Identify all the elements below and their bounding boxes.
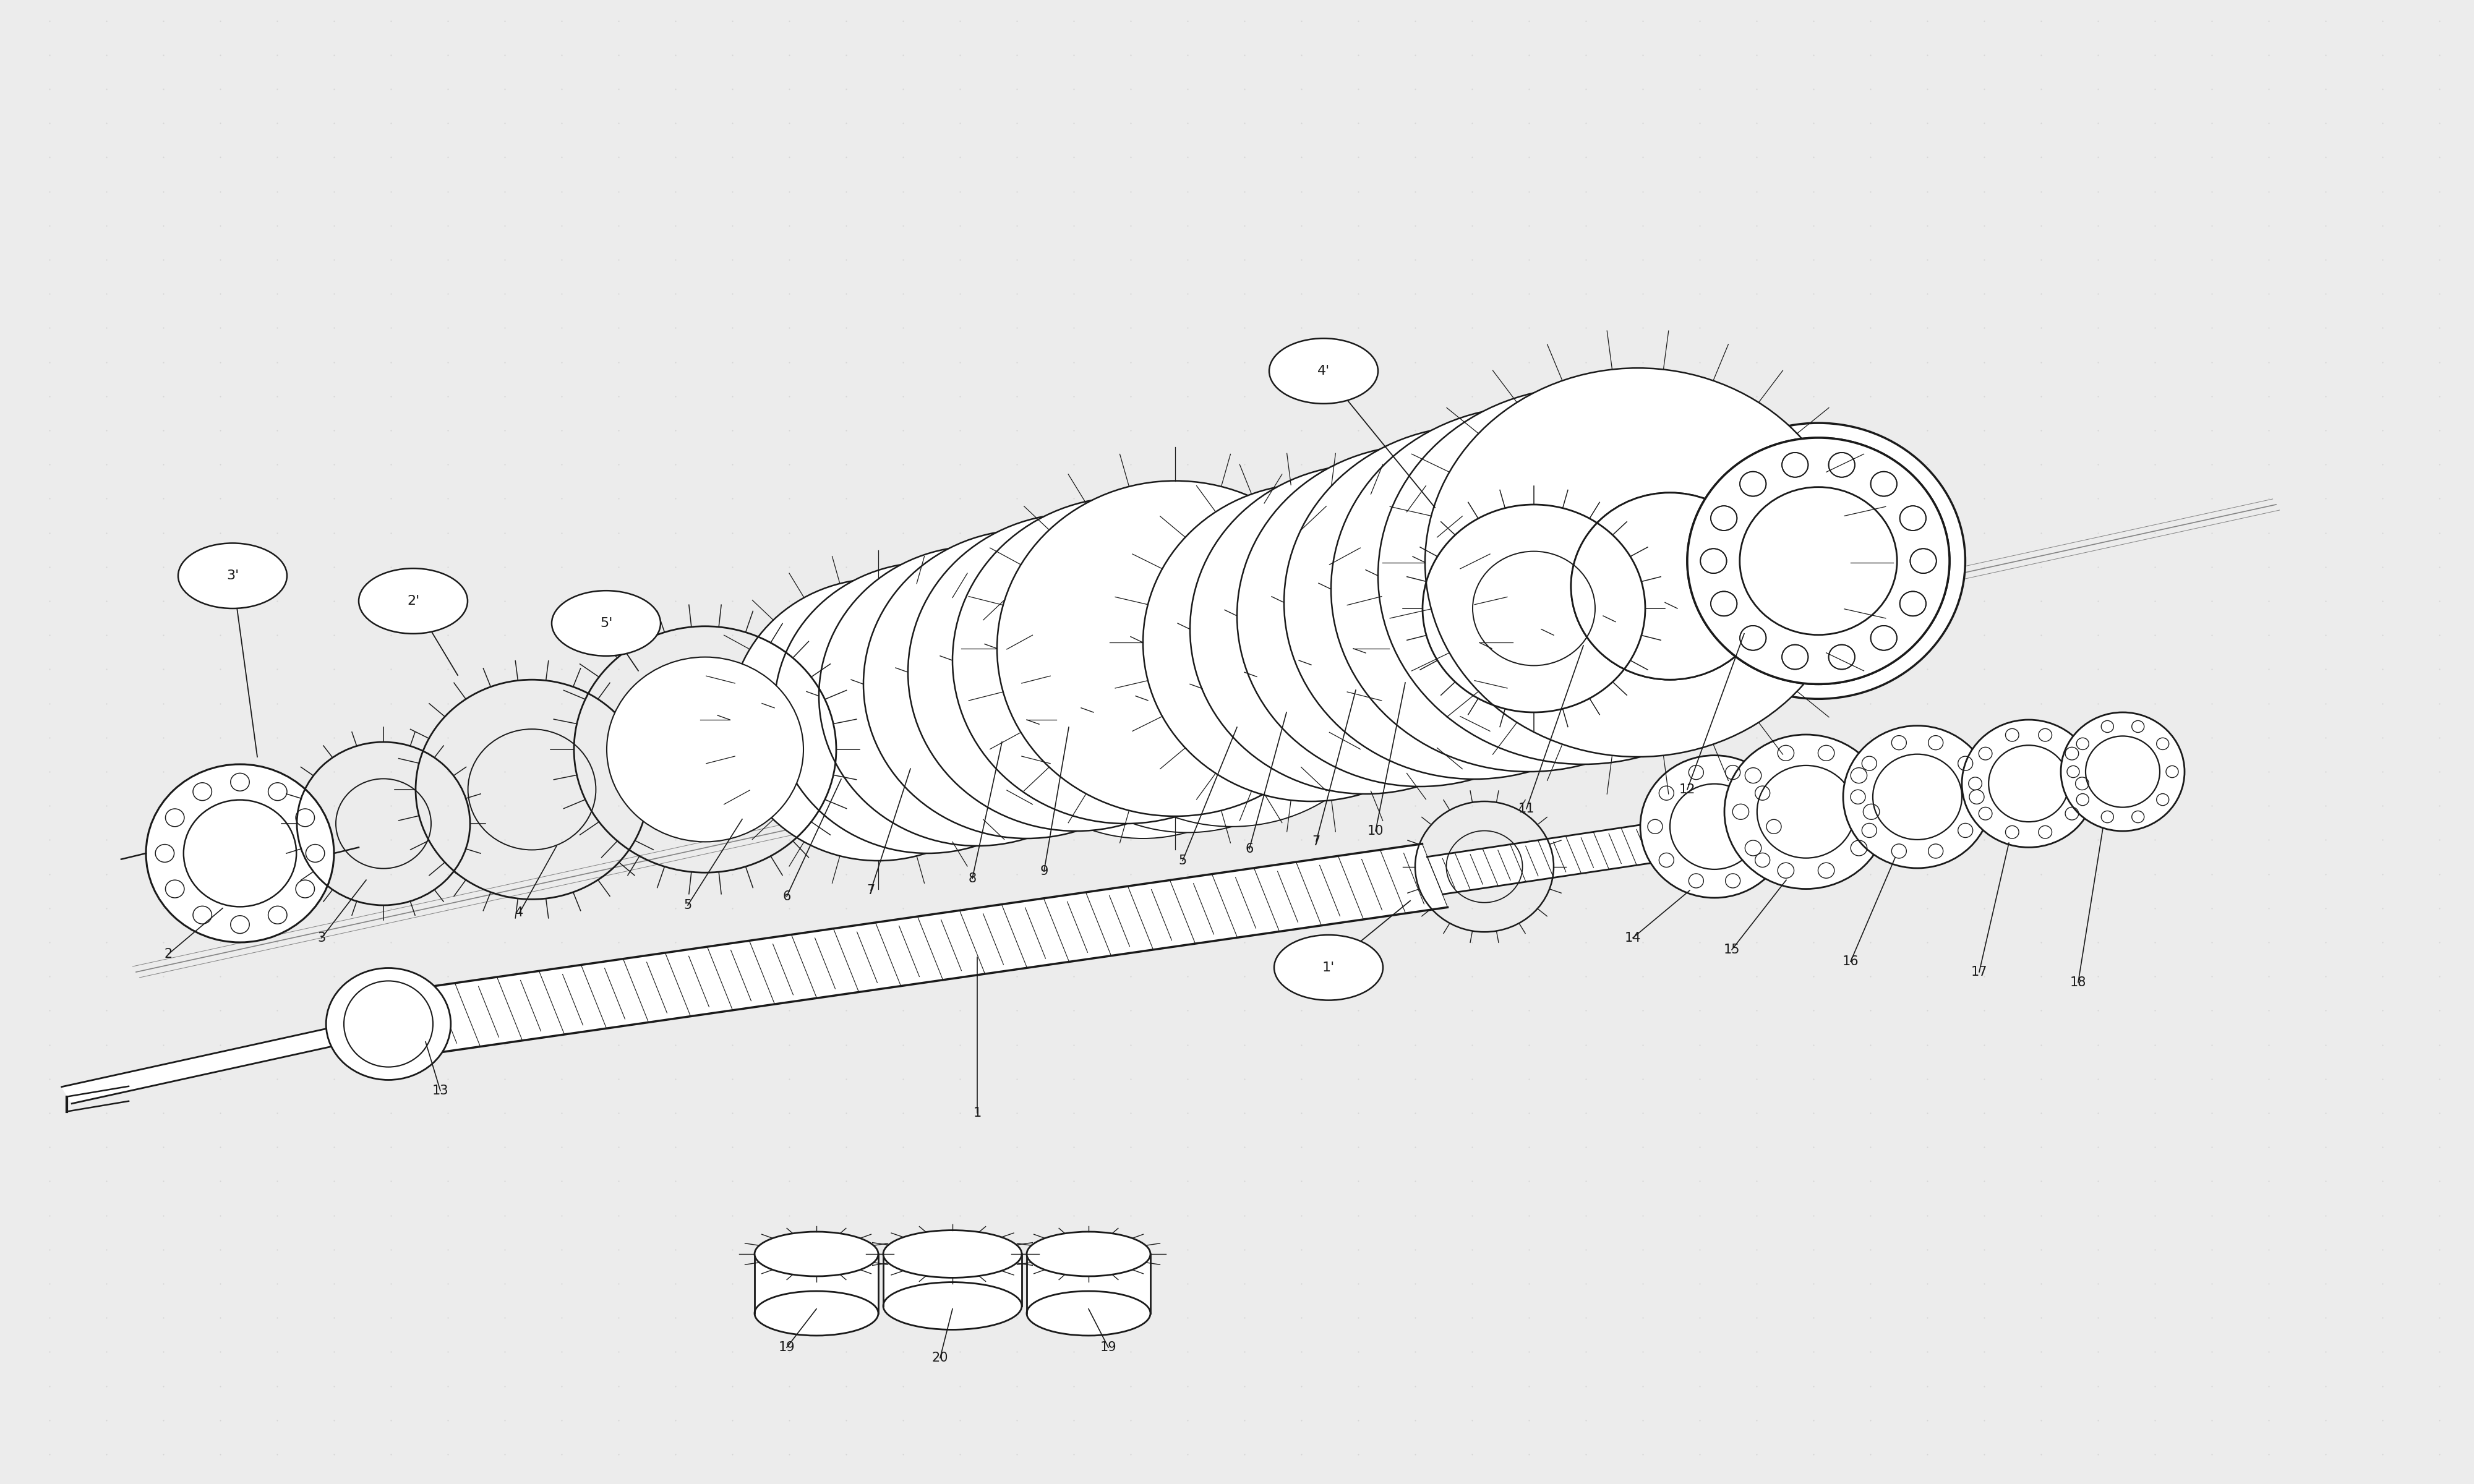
- Ellipse shape: [1724, 735, 1888, 889]
- Circle shape: [552, 591, 661, 656]
- Ellipse shape: [1425, 368, 1851, 757]
- Text: 2': 2': [406, 595, 421, 607]
- Text: 7: 7: [866, 884, 876, 896]
- Ellipse shape: [1284, 426, 1665, 779]
- Ellipse shape: [1143, 484, 1479, 801]
- Polygon shape: [755, 1254, 878, 1313]
- Text: 7: 7: [1311, 835, 1321, 847]
- Ellipse shape: [1571, 493, 1769, 680]
- Text: 13: 13: [433, 1085, 448, 1097]
- Polygon shape: [883, 1254, 1022, 1306]
- Ellipse shape: [1556, 479, 1784, 693]
- Ellipse shape: [1027, 1232, 1150, 1276]
- Ellipse shape: [1378, 387, 1789, 764]
- Text: 10: 10: [1368, 825, 1383, 837]
- Ellipse shape: [1757, 766, 1856, 858]
- Ellipse shape: [1670, 784, 1759, 870]
- Ellipse shape: [883, 1230, 1022, 1278]
- Ellipse shape: [146, 764, 334, 942]
- Ellipse shape: [1571, 493, 1769, 680]
- Ellipse shape: [1687, 438, 1950, 684]
- Text: 14: 14: [1625, 932, 1640, 944]
- Ellipse shape: [606, 657, 804, 841]
- Ellipse shape: [1739, 487, 1898, 635]
- Text: 18: 18: [2071, 976, 2086, 988]
- Ellipse shape: [863, 530, 1190, 838]
- Ellipse shape: [908, 513, 1244, 831]
- Ellipse shape: [755, 1291, 878, 1336]
- Ellipse shape: [819, 546, 1136, 846]
- Ellipse shape: [1672, 423, 1964, 699]
- Text: 17: 17: [1972, 966, 1987, 978]
- Text: 9: 9: [1039, 865, 1049, 877]
- Ellipse shape: [730, 579, 1027, 861]
- Text: 5: 5: [1178, 855, 1188, 867]
- Text: 5': 5': [599, 617, 614, 629]
- Text: 4': 4': [1316, 365, 1331, 377]
- Ellipse shape: [997, 481, 1353, 816]
- Ellipse shape: [1237, 445, 1603, 787]
- Ellipse shape: [1989, 745, 2068, 822]
- Text: 5: 5: [683, 899, 693, 911]
- Polygon shape: [62, 1015, 396, 1104]
- Text: 1': 1': [1321, 962, 1336, 974]
- Ellipse shape: [2061, 712, 2185, 831]
- Ellipse shape: [183, 800, 297, 907]
- Text: 2: 2: [163, 948, 173, 960]
- Circle shape: [359, 568, 468, 634]
- Ellipse shape: [1739, 487, 1898, 635]
- Text: 6: 6: [1244, 843, 1254, 855]
- Text: 12: 12: [1680, 784, 1695, 795]
- Circle shape: [178, 543, 287, 608]
- Text: 11: 11: [1519, 803, 1534, 815]
- Polygon shape: [1427, 804, 1789, 895]
- Polygon shape: [1027, 1254, 1150, 1313]
- Text: 3: 3: [317, 932, 327, 944]
- Ellipse shape: [1962, 720, 2095, 847]
- Ellipse shape: [1027, 1291, 1150, 1336]
- Polygon shape: [371, 844, 1447, 1058]
- Ellipse shape: [883, 1282, 1022, 1330]
- Ellipse shape: [344, 981, 433, 1067]
- Text: 19: 19: [779, 1342, 794, 1353]
- Ellipse shape: [1064, 512, 1400, 827]
- Circle shape: [1274, 935, 1383, 1000]
- Ellipse shape: [1873, 754, 1962, 840]
- Ellipse shape: [990, 548, 1296, 838]
- Ellipse shape: [2086, 736, 2160, 807]
- Ellipse shape: [952, 497, 1299, 824]
- Ellipse shape: [1027, 530, 1348, 833]
- Text: 20: 20: [933, 1352, 948, 1364]
- Text: 6: 6: [782, 890, 792, 902]
- Ellipse shape: [1190, 464, 1541, 794]
- Circle shape: [1269, 338, 1378, 404]
- Text: 4: 4: [515, 907, 524, 919]
- Text: 15: 15: [1724, 944, 1739, 956]
- Ellipse shape: [1640, 755, 1789, 898]
- Ellipse shape: [1687, 438, 1950, 684]
- Ellipse shape: [774, 562, 1081, 853]
- Ellipse shape: [1331, 407, 1727, 772]
- Ellipse shape: [327, 968, 450, 1080]
- Text: 3': 3': [225, 570, 240, 582]
- Ellipse shape: [755, 1232, 878, 1276]
- Text: 8: 8: [967, 873, 977, 884]
- Text: 16: 16: [1843, 956, 1858, 968]
- Text: 19: 19: [1101, 1342, 1116, 1353]
- Ellipse shape: [1843, 726, 1992, 868]
- Text: 1: 1: [972, 1107, 982, 1119]
